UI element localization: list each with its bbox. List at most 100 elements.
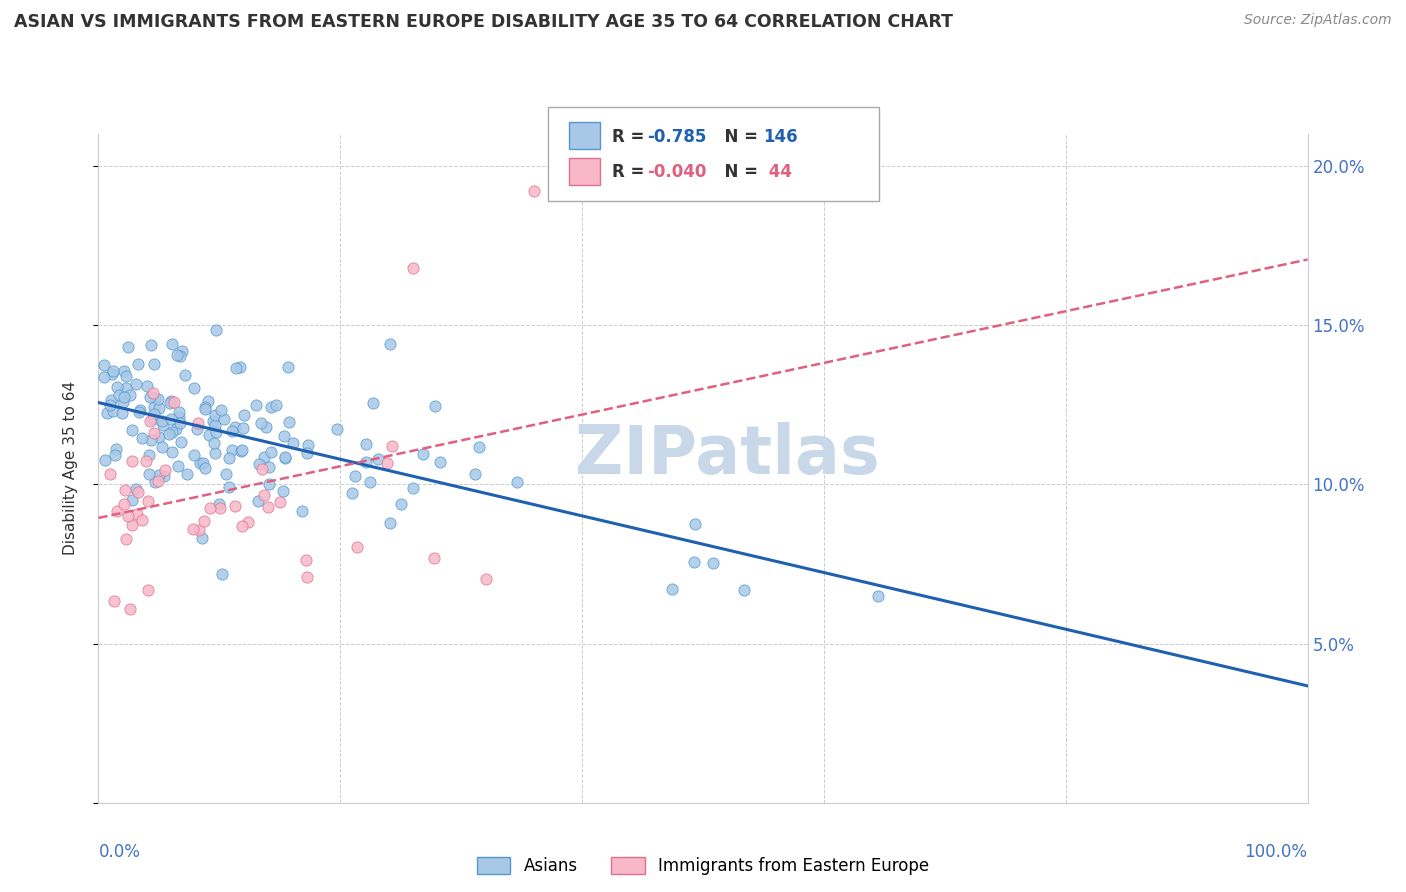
Point [260,445,283,459]
Text: -0.040: -0.040 [647,163,706,181]
Point [197,428,219,442]
Point [194,461,217,475]
Point [153,463,176,477]
Point [101,404,124,418]
Point [326,421,349,435]
Point [250,416,273,430]
Point [260,400,283,414]
Point [733,582,755,597]
Point [114,483,136,497]
Point [100,392,122,407]
Point [121,423,143,437]
Point [231,443,253,458]
Point [138,390,160,404]
Point [98,467,121,482]
Point [274,450,297,464]
Text: 0.0%: 0.0% [98,843,141,861]
Point [218,451,240,466]
Point [221,442,243,457]
Point [204,425,226,439]
Point [212,412,235,426]
Point [231,518,253,533]
Point [142,412,165,426]
Point [107,388,129,402]
Point [169,350,191,364]
Point [236,515,259,529]
Point [127,357,149,371]
Point [683,555,706,569]
Legend: Asians, Immigrants from Eastern Europe: Asians, Immigrants from Eastern Europe [471,850,935,881]
Point [143,391,166,405]
Point [375,457,398,471]
Point [148,401,170,415]
Point [254,420,277,434]
Point [429,455,451,469]
Point [209,403,232,417]
Point [183,448,205,462]
Point [188,523,211,537]
Point [117,340,139,354]
Point [104,448,127,462]
Point [380,516,402,531]
Point [224,499,246,513]
Point [129,403,152,417]
Point [174,368,197,383]
Point [160,412,183,426]
Point [229,359,252,374]
Point [112,364,135,378]
Point [412,447,434,461]
Point [225,360,247,375]
Point [127,485,149,500]
Point [159,395,181,409]
Point [167,459,190,474]
Point [165,422,187,436]
Point [143,475,166,490]
Point [142,386,165,401]
Text: 146: 146 [763,128,799,145]
Point [143,408,166,422]
Point [121,517,143,532]
Point [157,427,180,442]
Point [141,433,163,447]
Point [425,399,447,413]
Point [148,392,170,406]
Point [186,422,208,436]
Point [146,474,169,488]
Point [356,455,378,469]
Point [160,445,183,459]
Point [127,508,149,522]
Point [661,582,683,596]
Point [224,420,246,434]
Point [139,414,162,428]
Text: ZIPatlas: ZIPatlas [575,422,880,488]
Point [274,450,297,465]
Point [389,497,412,511]
Point [683,517,706,532]
Text: R =: R = [612,163,650,181]
Point [131,431,153,445]
Point [105,504,128,518]
Point [378,337,401,351]
Point [191,456,214,470]
Point [150,414,173,428]
Point [163,394,186,409]
Point [702,557,724,571]
Point [201,414,224,428]
Point [100,399,122,413]
Point [194,401,217,416]
Point [232,421,254,435]
Point [204,445,226,459]
Point [115,381,138,395]
Point [361,396,384,410]
Point [115,532,138,546]
Point [204,417,226,432]
Point [112,497,135,511]
Point [463,467,485,482]
Point [281,436,304,450]
Point [474,572,496,586]
Point [257,500,280,515]
Point [105,442,128,456]
Point [188,456,211,470]
Point [162,425,184,439]
Point [167,404,190,418]
